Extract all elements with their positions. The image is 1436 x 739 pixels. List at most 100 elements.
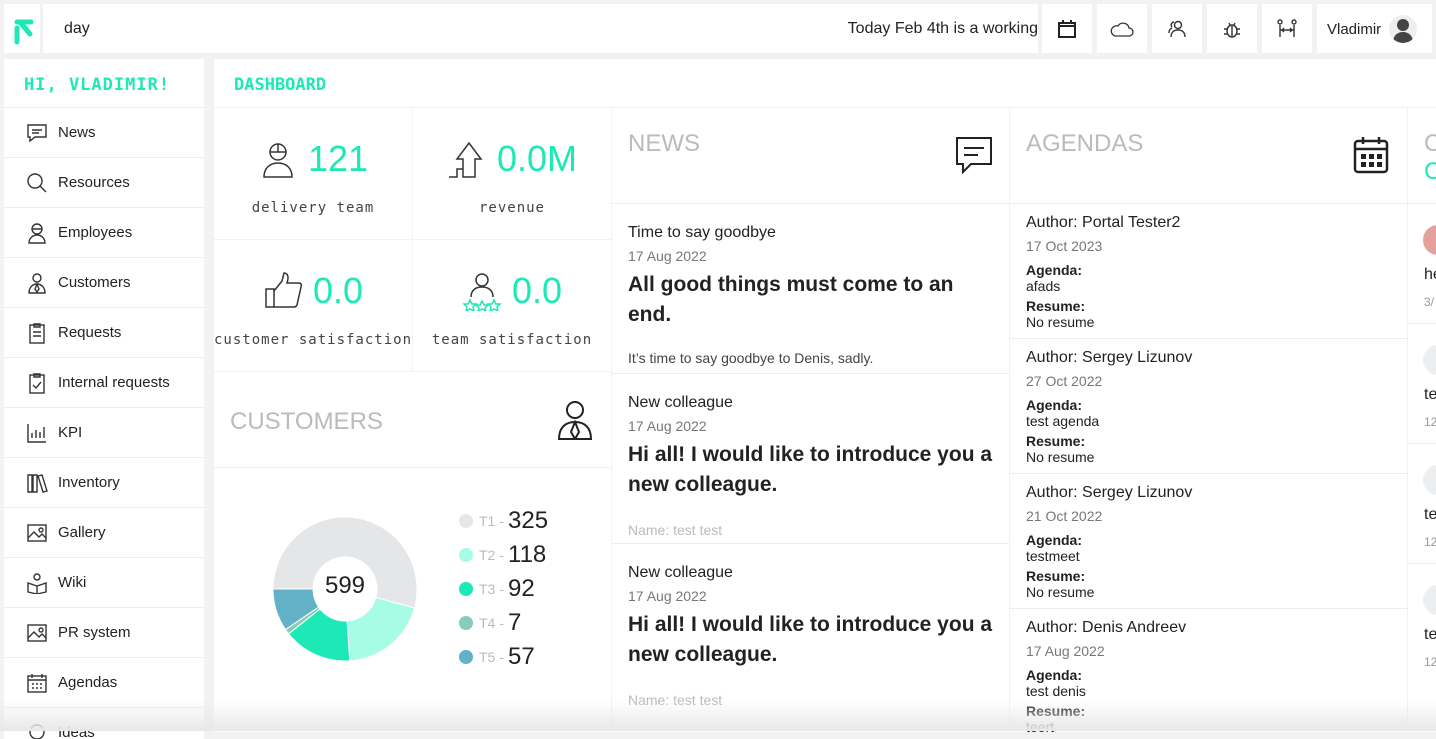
agenda-date: 17 Aug 2022 [1026,643,1391,659]
sidebar-item-customers[interactable]: Customers [4,257,204,307]
legend-value: 57 [508,643,535,671]
calendar-icon [26,672,48,694]
chat-icon [26,122,48,144]
clipboard-icon [26,322,48,344]
sidebar-item-label: Requests [58,324,121,341]
resume-label: Resume: [1026,568,1391,584]
stat-label: customer satisfaction [214,332,412,348]
customers-title: CUSTOMERS [230,408,383,436]
stat-value: 0.0 [313,270,363,312]
news-title: New colleague [628,564,993,582]
item-text: te [1424,626,1436,644]
sidebar-item-wiki[interactable]: Wiki [4,557,204,607]
sidebar-item-inventory[interactable]: Inventory [4,457,204,507]
stat-label: revenue [413,200,611,216]
stat-revenue[interactable]: 0.0M revenue [413,108,611,239]
stat-label: team satisfaction [413,332,611,348]
employee-icon [258,139,298,179]
sidebar-item-resources[interactable]: Resources [4,157,204,207]
cloud-button[interactable] [1097,4,1147,53]
clipboard-check-icon [26,372,48,394]
legend-key: T1 [479,513,495,529]
sidebar-item-label: Agendas [58,674,117,691]
news-title: Time to say goodbye [628,224,993,242]
calendar-icon[interactable] [1353,136,1389,174]
legend-item-t3: T3-92 [459,572,548,606]
user-menu[interactable]: Vladimir [1317,4,1432,53]
avatar [1423,345,1436,375]
legend-item-t1: T1-325 [459,504,548,538]
sidebar-item-label: PR system [58,624,131,641]
agenda-date: 21 Oct 2022 [1026,508,1391,524]
stat-value: 0.0M [497,138,577,180]
sidebar-item-label: Inventory [58,474,120,491]
sidebar-item-label: News [58,124,96,141]
sidebar-item-pr-system[interactable]: PR system [4,607,204,657]
search-input[interactable]: day [64,20,90,38]
avatar [1423,225,1436,255]
stat-customer-satisfaction[interactable]: 0.0 customer satisfaction [214,240,412,371]
team-button[interactable] [1262,4,1312,53]
user-name: Vladimir [1327,21,1381,38]
agenda-label: Agenda: [1026,667,1391,683]
cloud-icon [1110,20,1134,38]
sidebar-item-requests[interactable]: Requests [4,307,204,357]
greeting: HI, VLADIMIR! [24,75,170,95]
bug-button[interactable] [1207,4,1257,53]
agendas-title: AGENDAS [1026,130,1143,158]
stat-value: 121 [308,138,368,180]
logo[interactable] [4,4,40,53]
item-meta: 12 [1424,535,1436,549]
legend-value: 92 [508,575,535,603]
agenda-author: Author: Sergey Lizunov [1026,484,1391,502]
donut-slice-t2 [347,597,414,660]
legend-swatch [459,548,473,562]
sidebar-item-gallery[interactable]: Gallery [4,507,204,557]
stat-team-satisfaction[interactable]: 0.0 team satisfaction [413,240,611,371]
agenda-label: Agenda: [1026,262,1391,278]
sidebar-item-employees[interactable]: Employees [4,207,204,257]
news-headline: Hi all! I would like to introduce you a … [628,610,993,670]
sidebar-item-internal-requests[interactable]: Internal requests [4,357,204,407]
partial-title: C [1424,130,1436,158]
stat-delivery-team[interactable]: 121 delivery team [214,108,412,239]
agenda-text: afads [1026,278,1391,294]
people-button[interactable] [1152,4,1202,53]
stat-value: 0.0 [512,270,562,312]
donut-center-total: 599 [272,572,418,600]
book-icon [26,572,48,594]
legend-item-t2: T2-118 [459,538,548,572]
search-bar[interactable]: day Today Feb 4th is a working [43,4,1038,53]
sidebar-item-label: Resources [58,174,130,191]
sidebar-item-news[interactable]: News [4,107,204,157]
news-body-faded: Name: test test [628,522,993,538]
chat-icon[interactable] [955,136,993,174]
sidebar-item-kpi[interactable]: KPI [4,407,204,457]
item-meta: 12 [1424,655,1436,669]
legend-item-t4: T4-7 [459,606,548,640]
item-text: te [1424,506,1436,524]
sidebar-item-label: Internal requests [58,374,170,391]
resume-text: No resume [1026,584,1391,600]
news-item[interactable]: New colleague 17 Aug 2022 Hi all! I would … [612,543,1009,713]
calendar-button[interactable] [1042,4,1092,53]
employee-icon [26,222,48,244]
news-date: 17 Aug 2022 [628,588,993,604]
legend-value: 325 [508,507,548,535]
working-day-status: Today Feb 4th is a working [848,20,1038,38]
customer-icon [26,272,48,294]
team-icon [1276,19,1298,39]
agenda-date: 27 Oct 2022 [1026,373,1391,389]
image-icon [26,622,48,644]
resume-label: Resume: [1026,298,1391,314]
sidebar-item-label: Wiki [58,574,86,591]
